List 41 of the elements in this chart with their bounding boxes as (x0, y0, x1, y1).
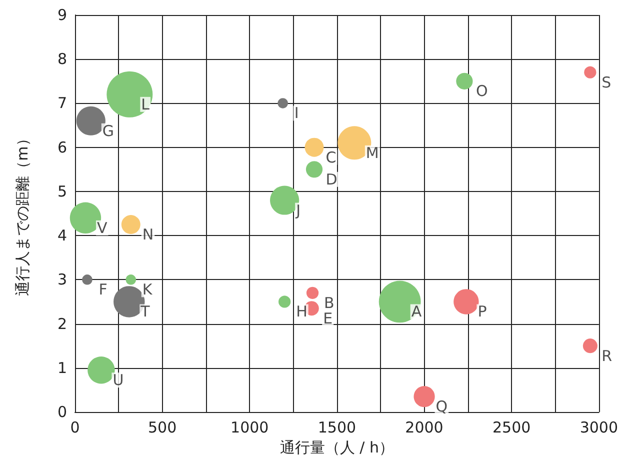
annotation: C (326, 148, 336, 166)
annotation: D (326, 170, 338, 188)
y-tick-label: 5 (57, 182, 67, 200)
annotation: N (142, 226, 154, 244)
annotation: A (411, 302, 422, 321)
x-tick-label: 2500 (492, 418, 531, 436)
annotation: K (142, 280, 154, 299)
annotation: R (602, 346, 612, 365)
y-axis-title: 通行人までの距離（m） (14, 131, 32, 296)
x-axis-title: 通行量（人 / h） (280, 438, 394, 456)
x-tick-label: 1500 (318, 418, 356, 436)
annotation: M (366, 144, 379, 162)
y-tick-label: 1 (57, 358, 67, 377)
x-tick-label: 3000 (580, 418, 618, 436)
y-tick-label: 8 (57, 50, 67, 68)
y-tick-label: 7 (57, 94, 67, 112)
annotation: J (295, 201, 301, 220)
y-tick-label: 9 (57, 6, 67, 24)
x-tick-label: 1000 (230, 418, 269, 436)
annotation: P (478, 302, 487, 321)
annotation: S (602, 73, 612, 92)
x-tick-label: 500 (148, 418, 177, 436)
y-tick-label: 3 (57, 270, 67, 289)
y-tick-label: 2 (57, 314, 67, 333)
annotation: G (102, 122, 114, 140)
annotation: F (98, 280, 108, 299)
y-tick-label: 6 (57, 138, 67, 156)
x-tick-label: 2000 (405, 418, 444, 436)
annotation: V (96, 218, 108, 237)
y-tick-label: 0 (57, 403, 67, 421)
annotation: U (112, 371, 124, 390)
annotation: L (141, 95, 150, 114)
annotation: Q (436, 398, 448, 416)
annotation: H (296, 302, 308, 321)
x-tick-label: 0 (70, 418, 80, 436)
annotation: O (476, 82, 488, 100)
annotation: E (323, 309, 333, 328)
annotation: B (324, 294, 334, 312)
annotation: T (140, 302, 151, 321)
annotation: I (294, 104, 299, 122)
y-tick-label: 4 (57, 226, 67, 245)
